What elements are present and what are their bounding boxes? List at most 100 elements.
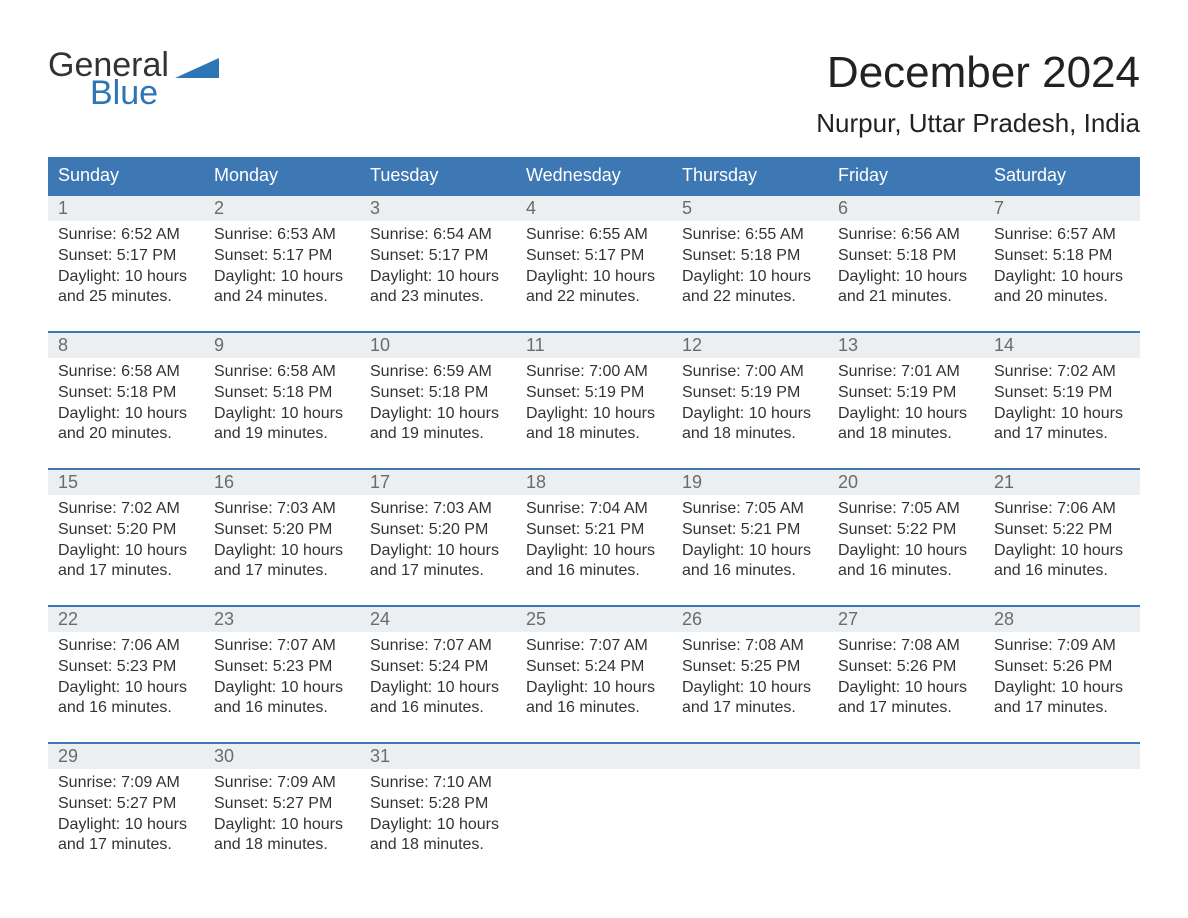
daylight-line: Daylight: 10 hours and 16 minutes. (994, 541, 1130, 583)
sunrise-line: Sunrise: 7:08 AM (838, 636, 974, 657)
month-title: December 2024 (816, 48, 1140, 98)
sunrise-line: Sunrise: 6:55 AM (682, 225, 818, 246)
sunset-line: Sunset: 5:20 PM (370, 520, 506, 541)
day-number (828, 744, 984, 769)
daylight-line: Daylight: 10 hours and 16 minutes. (838, 541, 974, 583)
day-cell: Sunrise: 6:52 AMSunset: 5:17 PMDaylight:… (48, 221, 204, 317)
day-number: 9 (204, 333, 360, 358)
day-cell (984, 769, 1140, 865)
daynum-row: 891011121314 (48, 333, 1140, 358)
sunrise-line: Sunrise: 7:10 AM (370, 773, 506, 794)
day-cell: Sunrise: 7:00 AMSunset: 5:19 PMDaylight:… (672, 358, 828, 454)
sunrise-line: Sunrise: 6:59 AM (370, 362, 506, 383)
sunrise-line: Sunrise: 6:58 AM (214, 362, 350, 383)
daynum-row: 293031 (48, 744, 1140, 769)
day-cell: Sunrise: 6:57 AMSunset: 5:18 PMDaylight:… (984, 221, 1140, 317)
day-cell: Sunrise: 7:08 AMSunset: 5:26 PMDaylight:… (828, 632, 984, 728)
daylight-line: Daylight: 10 hours and 18 minutes. (214, 815, 350, 857)
sunset-line: Sunset: 5:19 PM (838, 383, 974, 404)
daynum-row: 15161718192021 (48, 470, 1140, 495)
day-number: 8 (48, 333, 204, 358)
sunrise-line: Sunrise: 7:05 AM (838, 499, 974, 520)
sunset-line: Sunset: 5:22 PM (994, 520, 1130, 541)
day-number: 15 (48, 470, 204, 495)
day-cell: Sunrise: 7:02 AMSunset: 5:19 PMDaylight:… (984, 358, 1140, 454)
sunrise-line: Sunrise: 7:03 AM (370, 499, 506, 520)
day-cell: Sunrise: 7:06 AMSunset: 5:23 PMDaylight:… (48, 632, 204, 728)
day-cell: Sunrise: 7:07 AMSunset: 5:23 PMDaylight:… (204, 632, 360, 728)
day-cell: Sunrise: 7:04 AMSunset: 5:21 PMDaylight:… (516, 495, 672, 591)
day-cell: Sunrise: 7:02 AMSunset: 5:20 PMDaylight:… (48, 495, 204, 591)
day-cell: Sunrise: 7:10 AMSunset: 5:28 PMDaylight:… (360, 769, 516, 865)
day-number (984, 744, 1140, 769)
day-cell (828, 769, 984, 865)
sunrise-line: Sunrise: 7:09 AM (994, 636, 1130, 657)
sunrise-line: Sunrise: 7:08 AM (682, 636, 818, 657)
day-number (672, 744, 828, 769)
sunrise-line: Sunrise: 6:55 AM (526, 225, 662, 246)
day-cell: Sunrise: 7:06 AMSunset: 5:22 PMDaylight:… (984, 495, 1140, 591)
weekday-saturday: Saturday (984, 157, 1140, 194)
sunrise-line: Sunrise: 7:02 AM (994, 362, 1130, 383)
weekday-sunday: Sunday (48, 157, 204, 194)
sunset-line: Sunset: 5:21 PM (526, 520, 662, 541)
daylight-line: Daylight: 10 hours and 17 minutes. (994, 404, 1130, 446)
day-number (516, 744, 672, 769)
daylight-line: Daylight: 10 hours and 18 minutes. (682, 404, 818, 446)
daynum-row: 1234567 (48, 196, 1140, 221)
sunset-line: Sunset: 5:18 PM (214, 383, 350, 404)
day-number: 27 (828, 607, 984, 632)
sunset-line: Sunset: 5:18 PM (58, 383, 194, 404)
sunrise-line: Sunrise: 6:57 AM (994, 225, 1130, 246)
sunrise-line: Sunrise: 7:07 AM (370, 636, 506, 657)
day-number: 22 (48, 607, 204, 632)
day-number: 24 (360, 607, 516, 632)
logo-word2: Blue (90, 76, 219, 110)
day-cell: Sunrise: 6:53 AMSunset: 5:17 PMDaylight:… (204, 221, 360, 317)
sunset-line: Sunset: 5:18 PM (370, 383, 506, 404)
day-number: 31 (360, 744, 516, 769)
sunrise-line: Sunrise: 7:09 AM (214, 773, 350, 794)
day-cell: Sunrise: 6:58 AMSunset: 5:18 PMDaylight:… (48, 358, 204, 454)
day-number: 23 (204, 607, 360, 632)
sunrise-line: Sunrise: 6:52 AM (58, 225, 194, 246)
weekday-thursday: Thursday (672, 157, 828, 194)
day-number: 12 (672, 333, 828, 358)
day-number: 7 (984, 196, 1140, 221)
sunset-line: Sunset: 5:28 PM (370, 794, 506, 815)
sunset-line: Sunset: 5:18 PM (682, 246, 818, 267)
daylight-line: Daylight: 10 hours and 18 minutes. (838, 404, 974, 446)
weekday-wednesday: Wednesday (516, 157, 672, 194)
sunset-line: Sunset: 5:26 PM (994, 657, 1130, 678)
day-number: 10 (360, 333, 516, 358)
daylight-line: Daylight: 10 hours and 21 minutes. (838, 267, 974, 309)
sunrise-line: Sunrise: 7:02 AM (58, 499, 194, 520)
daylight-line: Daylight: 10 hours and 18 minutes. (370, 815, 506, 857)
day-cell: Sunrise: 6:55 AMSunset: 5:17 PMDaylight:… (516, 221, 672, 317)
day-number: 17 (360, 470, 516, 495)
sunset-line: Sunset: 5:19 PM (526, 383, 662, 404)
day-number: 29 (48, 744, 204, 769)
sunset-line: Sunset: 5:25 PM (682, 657, 818, 678)
weekday-monday: Monday (204, 157, 360, 194)
day-cell: Sunrise: 6:54 AMSunset: 5:17 PMDaylight:… (360, 221, 516, 317)
daylight-line: Daylight: 10 hours and 16 minutes. (58, 678, 194, 720)
sunset-line: Sunset: 5:19 PM (682, 383, 818, 404)
day-cell: Sunrise: 7:09 AMSunset: 5:26 PMDaylight:… (984, 632, 1140, 728)
logo: General Blue (48, 48, 219, 110)
day-number: 19 (672, 470, 828, 495)
day-number: 4 (516, 196, 672, 221)
sunset-line: Sunset: 5:17 PM (370, 246, 506, 267)
week-row: 293031Sunrise: 7:09 AMSunset: 5:27 PMDay… (48, 742, 1140, 865)
sunrise-line: Sunrise: 7:03 AM (214, 499, 350, 520)
day-cell: Sunrise: 7:09 AMSunset: 5:27 PMDaylight:… (48, 769, 204, 865)
sunrise-line: Sunrise: 7:00 AM (526, 362, 662, 383)
day-number: 30 (204, 744, 360, 769)
daylight-line: Daylight: 10 hours and 16 minutes. (682, 541, 818, 583)
sunset-line: Sunset: 5:23 PM (58, 657, 194, 678)
sunset-line: Sunset: 5:21 PM (682, 520, 818, 541)
sunset-line: Sunset: 5:17 PM (526, 246, 662, 267)
daylight-line: Daylight: 10 hours and 20 minutes. (994, 267, 1130, 309)
daylight-line: Daylight: 10 hours and 24 minutes. (214, 267, 350, 309)
sunrise-line: Sunrise: 7:01 AM (838, 362, 974, 383)
